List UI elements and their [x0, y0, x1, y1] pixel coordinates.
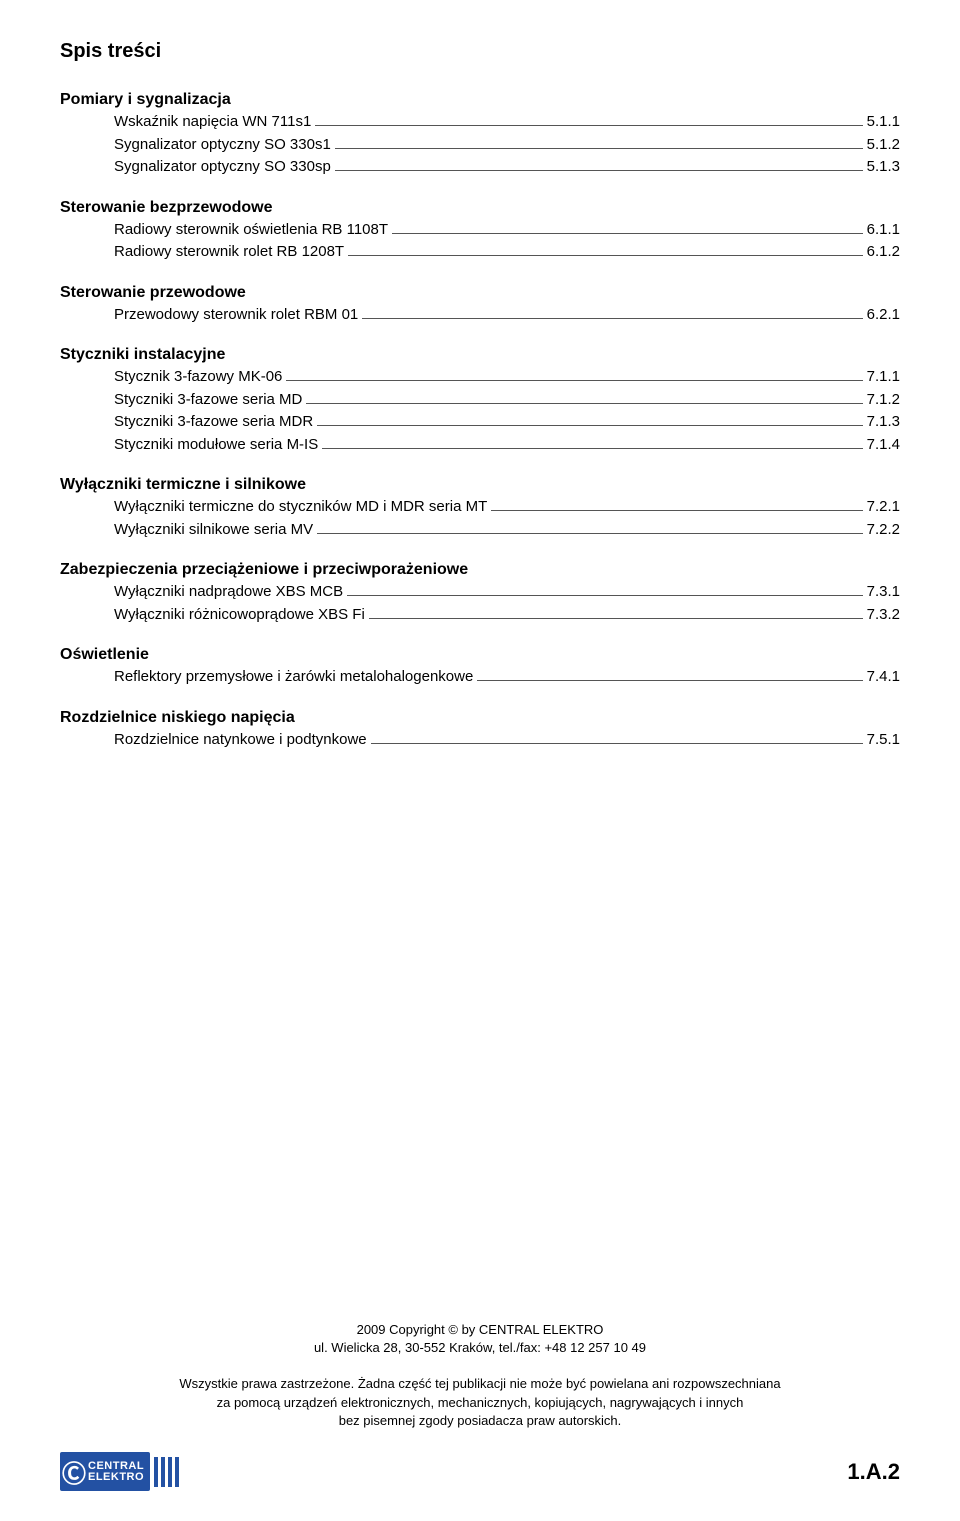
- toc-entry-page: 7.2.2: [867, 519, 900, 542]
- toc-entry: Wyłączniki nadprądowe XBS MCB 7.3.1: [114, 581, 900, 604]
- toc-entry-label: Radiowy sterownik rolet RB 1208T: [114, 241, 344, 264]
- toc-entry-label: Styczniki 3-fazowe seria MDR: [114, 411, 313, 434]
- toc-entry: Wskaźnik napięcia WN 711s1 5.1.1: [114, 111, 900, 134]
- toc-entry: Reflektory przemysłowe i żarówki metaloh…: [114, 666, 900, 689]
- toc-entry-label: Przewodowy sterownik rolet RBM 01: [114, 304, 358, 327]
- section-heading: Styczniki instalacyjne: [60, 346, 900, 364]
- rights-line: za pomocą urządzeń elektronicznych, mech…: [60, 1394, 900, 1412]
- page-number: 1.A.2: [847, 1459, 900, 1485]
- toc-entry: Stycznik 3-fazowy MK-06 7.1.1: [114, 366, 900, 389]
- leader-line: [347, 595, 863, 596]
- leader-line: [322, 448, 862, 449]
- toc-entry-page: 7.3.1: [867, 581, 900, 604]
- toc-entry-label: Sygnalizator optyczny SO 330s1: [114, 134, 331, 157]
- leader-line: [371, 743, 863, 744]
- section-heading: Zabezpieczenia przeciążeniowe i przeciwp…: [60, 561, 900, 579]
- section-heading: Wyłączniki termiczne i silnikowe: [60, 476, 900, 494]
- toc-entry-label: Styczniki modułowe seria M-IS: [114, 434, 318, 457]
- leader-line: [317, 533, 863, 534]
- brand-logo: Ⓒ CENTRAL ELEKTRO: [60, 1452, 179, 1491]
- toc-entry: Przewodowy sterownik rolet RBM 01 6.2.1: [114, 304, 900, 327]
- toc-entry-page: 7.1.4: [867, 434, 900, 457]
- leader-line: [392, 233, 863, 234]
- leader-line: [491, 510, 862, 511]
- toc-entry-page: 7.1.1: [867, 366, 900, 389]
- leader-line: [348, 255, 863, 256]
- leader-line: [317, 425, 862, 426]
- toc-entry-label: Rozdzielnice natynkowe i podtynkowe: [114, 729, 367, 752]
- toc-entry-page: 7.1.2: [867, 389, 900, 412]
- toc-entry-page: 7.5.1: [867, 729, 900, 752]
- brand-top: CENTRAL: [88, 1461, 144, 1472]
- footer-bar: Ⓒ CENTRAL ELEKTRO 1.A.2: [60, 1452, 900, 1491]
- leader-line: [286, 380, 862, 381]
- toc-entry: Radiowy sterownik rolet RB 1208T 6.1.2: [114, 241, 900, 264]
- toc-entry: Wyłączniki silnikowe seria MV 7.2.2: [114, 519, 900, 542]
- toc-entry-page: 6.1.1: [867, 219, 900, 242]
- toc-entry: Sygnalizator optyczny SO 330sp 5.1.3: [114, 156, 900, 179]
- leader-line: [306, 403, 862, 404]
- leader-line: [362, 318, 862, 319]
- toc-entry: Sygnalizator optyczny SO 330s1 5.1.2: [114, 134, 900, 157]
- toc-entry-label: Reflektory przemysłowe i żarówki metaloh…: [114, 666, 473, 689]
- toc-entry-label: Wyłączniki nadprądowe XBS MCB: [114, 581, 343, 604]
- toc-entry-page: 6.2.1: [867, 304, 900, 327]
- toc-entry-page: 7.1.3: [867, 411, 900, 434]
- page-title: Spis treści: [60, 40, 900, 63]
- section-heading: Pomiary i sygnalizacja: [60, 91, 900, 109]
- logo-stripes-icon: [154, 1457, 179, 1487]
- toc-entry: Wyłączniki termiczne do styczników MD i …: [114, 496, 900, 519]
- leader-line: [335, 170, 863, 171]
- toc-entry-label: Styczniki 3-fazowe seria MD: [114, 389, 302, 412]
- toc-entry-label: Stycznik 3-fazowy MK-06: [114, 366, 282, 389]
- section-heading: Sterowanie bezprzewodowe: [60, 199, 900, 217]
- toc-entry-page: 6.1.2: [867, 241, 900, 264]
- brand-bottom: ELEKTRO: [88, 1472, 144, 1483]
- toc-entry-label: Wskaźnik napięcia WN 711s1: [114, 111, 311, 134]
- toc-entry-page: 5.1.1: [867, 111, 900, 134]
- leader-line: [315, 125, 862, 126]
- page-footer: 2009 Copyright © by CENTRAL ELEKTRO ul. …: [60, 1321, 900, 1491]
- toc-entry: Styczniki 3-fazowe seria MDR 7.1.3: [114, 411, 900, 434]
- toc-entry: Rozdzielnice natynkowe i podtynkowe 7.5.1: [114, 729, 900, 752]
- section-heading: Sterowanie przewodowe: [60, 284, 900, 302]
- toc-entry-page: 7.4.1: [867, 666, 900, 689]
- rights-block: Wszystkie prawa zastrzeżone. Żadna część…: [60, 1375, 900, 1430]
- toc-entry-label: Radiowy sterownik oświetlenia RB 1108T: [114, 219, 388, 242]
- section-heading: Oświetlenie: [60, 646, 900, 664]
- toc-entry-page: 7.2.1: [867, 496, 900, 519]
- toc-entry: Wyłączniki różnicowoprądowe XBS Fi 7.3.2: [114, 604, 900, 627]
- toc-entry-page: 7.3.2: [867, 604, 900, 627]
- address-line: ul. Wielicka 28, 30-552 Kraków, tel./fax…: [60, 1339, 900, 1357]
- leader-line: [477, 680, 862, 681]
- toc-entry-label: Wyłączniki różnicowoprądowe XBS Fi: [114, 604, 365, 627]
- toc-entry: Styczniki 3-fazowe seria MD 7.1.2: [114, 389, 900, 412]
- logo-badge: Ⓒ CENTRAL ELEKTRO: [60, 1452, 150, 1491]
- toc-entry-page: 5.1.2: [867, 134, 900, 157]
- table-of-contents: Pomiary i sygnalizacja Wskaźnik napięcia …: [60, 91, 900, 751]
- toc-entry-page: 5.1.3: [867, 156, 900, 179]
- toc-entry: Styczniki modułowe seria M-IS 7.1.4: [114, 434, 900, 457]
- rights-line: Wszystkie prawa zastrzeżone. Żadna część…: [60, 1375, 900, 1393]
- toc-entry-label: Wyłączniki termiczne do styczników MD i …: [114, 496, 487, 519]
- toc-entry-label: Wyłączniki silnikowe seria MV: [114, 519, 313, 542]
- copyright-line: 2009 Copyright © by CENTRAL ELEKTRO: [60, 1321, 900, 1339]
- copyright-block: 2009 Copyright © by CENTRAL ELEKTRO ul. …: [60, 1321, 900, 1357]
- toc-entry: Radiowy sterownik oświetlenia RB 1108T 6.…: [114, 219, 900, 242]
- toc-entry-label: Sygnalizator optyczny SO 330sp: [114, 156, 331, 179]
- section-heading: Rozdzielnice niskiego napięcia: [60, 709, 900, 727]
- leader-line: [335, 148, 863, 149]
- logo-mark-icon: Ⓒ: [62, 1454, 86, 1489]
- leader-line: [369, 618, 863, 619]
- rights-line: bez pisemnej zgody posiadacza praw autor…: [60, 1412, 900, 1430]
